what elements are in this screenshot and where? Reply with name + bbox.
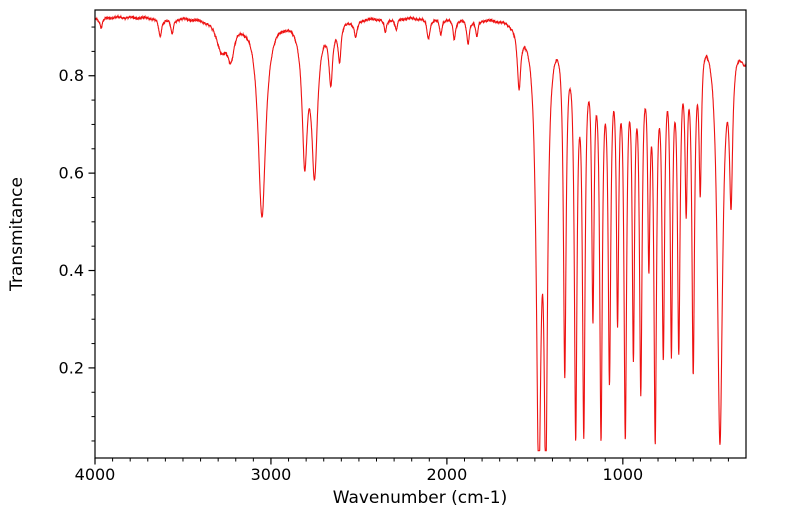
y-axis-minor-ticks xyxy=(91,26,95,442)
x-tick-label: 3000 xyxy=(251,465,292,484)
x-axis-tick-labels: 4000 3000 2000 1000 xyxy=(75,465,644,484)
y-tick-label: 0.8 xyxy=(59,66,84,85)
y-tick-label: 0.4 xyxy=(59,261,84,280)
plot-frame xyxy=(94,9,747,459)
spectrum-line xyxy=(94,13,747,452)
x-tick-label: 2000 xyxy=(427,465,468,484)
y-axis-label: Transmitance xyxy=(7,177,27,292)
x-axis-minor-ticks xyxy=(112,458,729,462)
y-tick-label: 0.2 xyxy=(59,358,84,377)
x-tick-label: 4000 xyxy=(75,465,116,484)
x-axis-label: Wavenumber (cm-1) xyxy=(333,488,508,508)
x-tick-label: 1000 xyxy=(602,465,643,484)
y-axis-major-ticks xyxy=(88,75,95,369)
y-axis-tick-labels: 0.2 0.4 0.6 0.8 xyxy=(59,66,84,377)
x-axis-major-ticks xyxy=(94,458,624,465)
y-tick-label: 0.6 xyxy=(59,164,84,183)
